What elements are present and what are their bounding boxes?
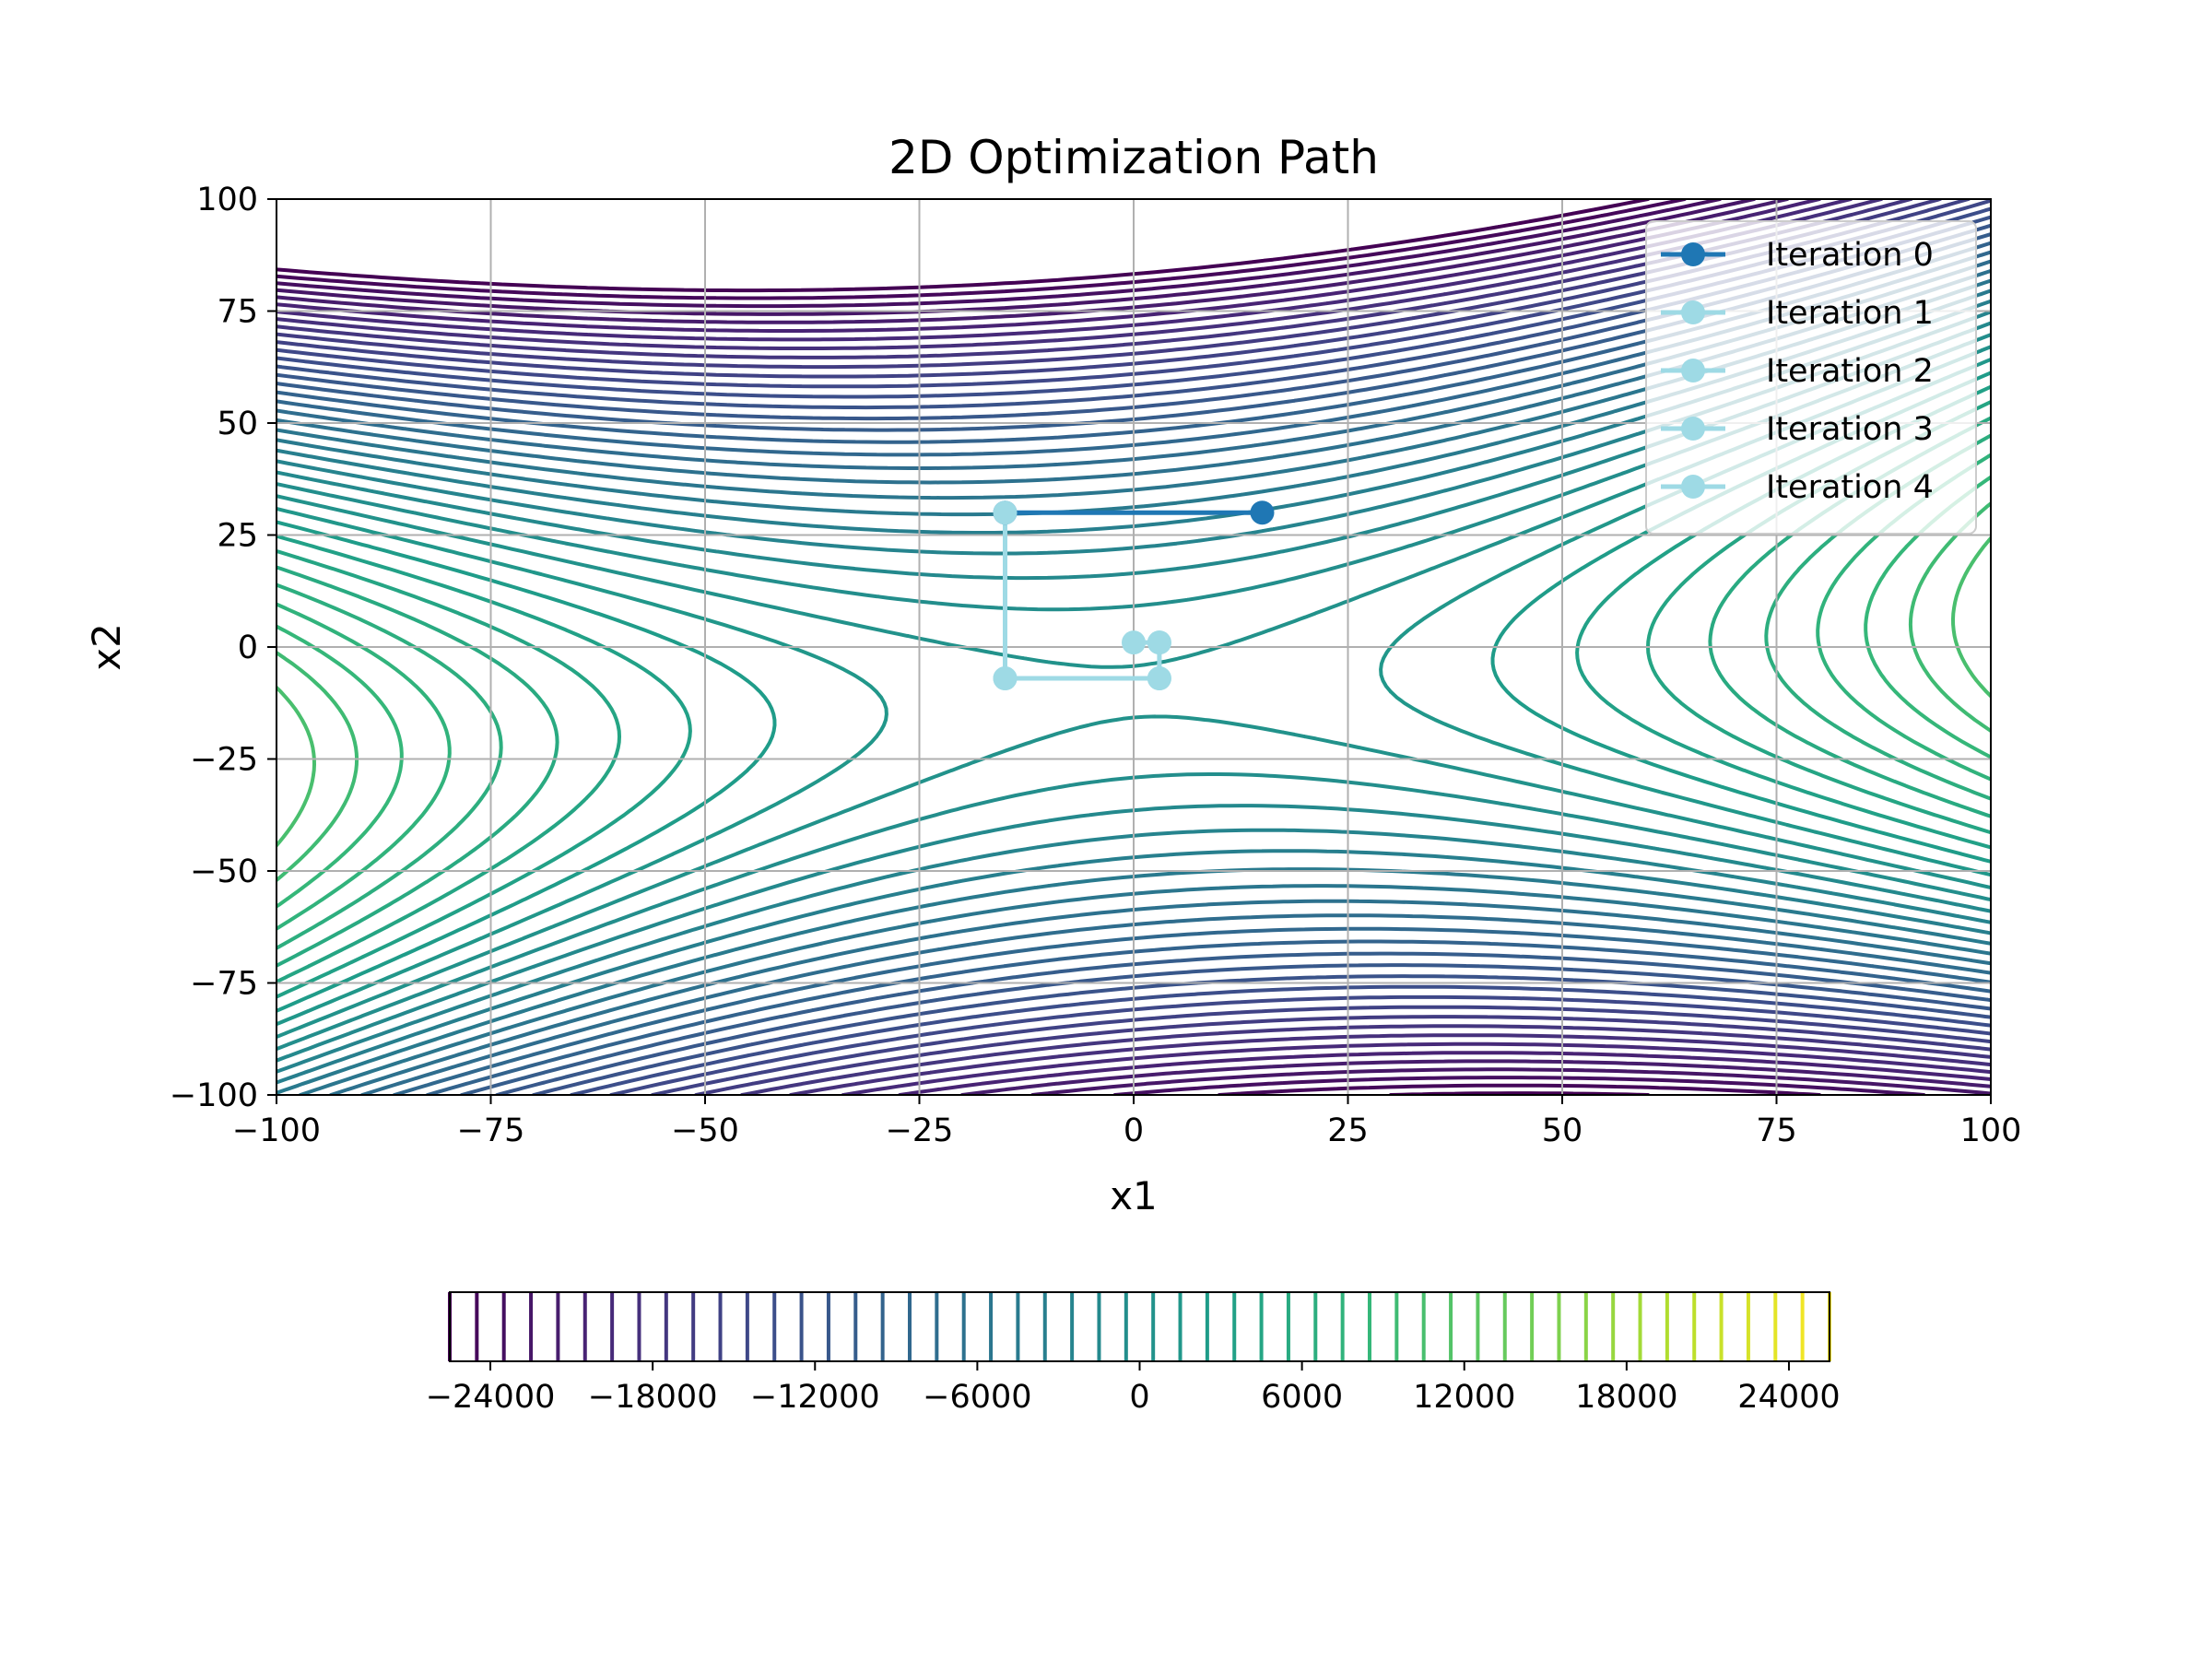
legend-marker (1681, 242, 1705, 266)
y-tick-label: −75 (190, 966, 258, 1003)
path-point (1147, 666, 1171, 691)
legend-label: Iteration 4 (1766, 469, 1934, 506)
y-tick-label: 25 (217, 518, 258, 555)
colorbar-tick-label: −12000 (750, 1379, 880, 1416)
y-tick-label: −100 (170, 1077, 258, 1114)
y-tick-label: −50 (190, 853, 258, 890)
colorbar-tick-label: 18000 (1575, 1379, 1677, 1416)
x-tick-label: −25 (886, 1112, 954, 1149)
path-point (1250, 500, 1275, 525)
y-tick-label: 50 (217, 406, 258, 442)
colorbar-frame (449, 1291, 1830, 1362)
x-tick-label: 0 (1124, 1112, 1144, 1149)
contour-line (276, 199, 1991, 1095)
colorbar-tick-label: 12000 (1413, 1379, 1515, 1416)
legend-marker (1681, 300, 1705, 324)
legend-marker (1681, 475, 1705, 499)
colorbar-tick-label: −18000 (588, 1379, 718, 1416)
colorbar-tick-label: −24000 (426, 1379, 556, 1416)
path-point (993, 666, 1018, 691)
x-tick-label: 75 (1756, 1112, 1797, 1149)
y-tick-label: 100 (196, 182, 258, 218)
x-tick-label: 25 (1327, 1112, 1369, 1149)
legend-label: Iteration 3 (1766, 411, 1934, 448)
path-point (1122, 630, 1146, 655)
x-tick-label: −100 (232, 1112, 321, 1149)
x-tick-label: −75 (457, 1112, 525, 1149)
legend-label: Iteration 1 (1766, 295, 1934, 332)
legend-label: Iteration 2 (1766, 353, 1934, 390)
optimization-path (993, 500, 1275, 691)
colorbar-tick-label: 24000 (1737, 1379, 1840, 1416)
path-point (993, 500, 1018, 525)
colorbar: −24000 −18000 −12000 −6000 0 6000 12000 18000 24… (426, 1291, 1841, 1416)
contour-line (276, 501, 1991, 882)
path-point (1147, 630, 1171, 655)
x-axis-ticks: −100 −75 −50 −25 0 25 50 75 100 (232, 1095, 2021, 1149)
colorbar-tick-label: −6000 (923, 1379, 1031, 1416)
y-tick-label: 75 (217, 294, 258, 331)
legend-marker (1681, 359, 1705, 382)
y-tick-label: 0 (238, 629, 258, 666)
legend: Iteration 0 Iteration 1 Iteration 2 Iterati… (1645, 220, 1977, 535)
legend-label: Iteration 0 (1766, 237, 1934, 274)
x-tick-label: 50 (1542, 1112, 1583, 1149)
y-axis-ticks: −100 −75 −50 −25 0 25 50 75 100 (170, 182, 276, 1114)
chart-title: 2D Optimization Path (888, 131, 1379, 184)
colorbar-tick-label: 6000 (1261, 1379, 1343, 1416)
legend-box (1645, 220, 1977, 535)
legend-marker (1681, 417, 1705, 441)
x-axis-label: x1 (1110, 1173, 1158, 1218)
y-tick-label: −25 (190, 742, 258, 779)
y-axis-label: x2 (84, 623, 129, 671)
x-tick-label: 100 (1960, 1112, 2022, 1149)
contour-line (276, 535, 1991, 848)
colorbar-tick-label: 0 (1129, 1379, 1149, 1416)
x-tick-label: −50 (671, 1112, 739, 1149)
